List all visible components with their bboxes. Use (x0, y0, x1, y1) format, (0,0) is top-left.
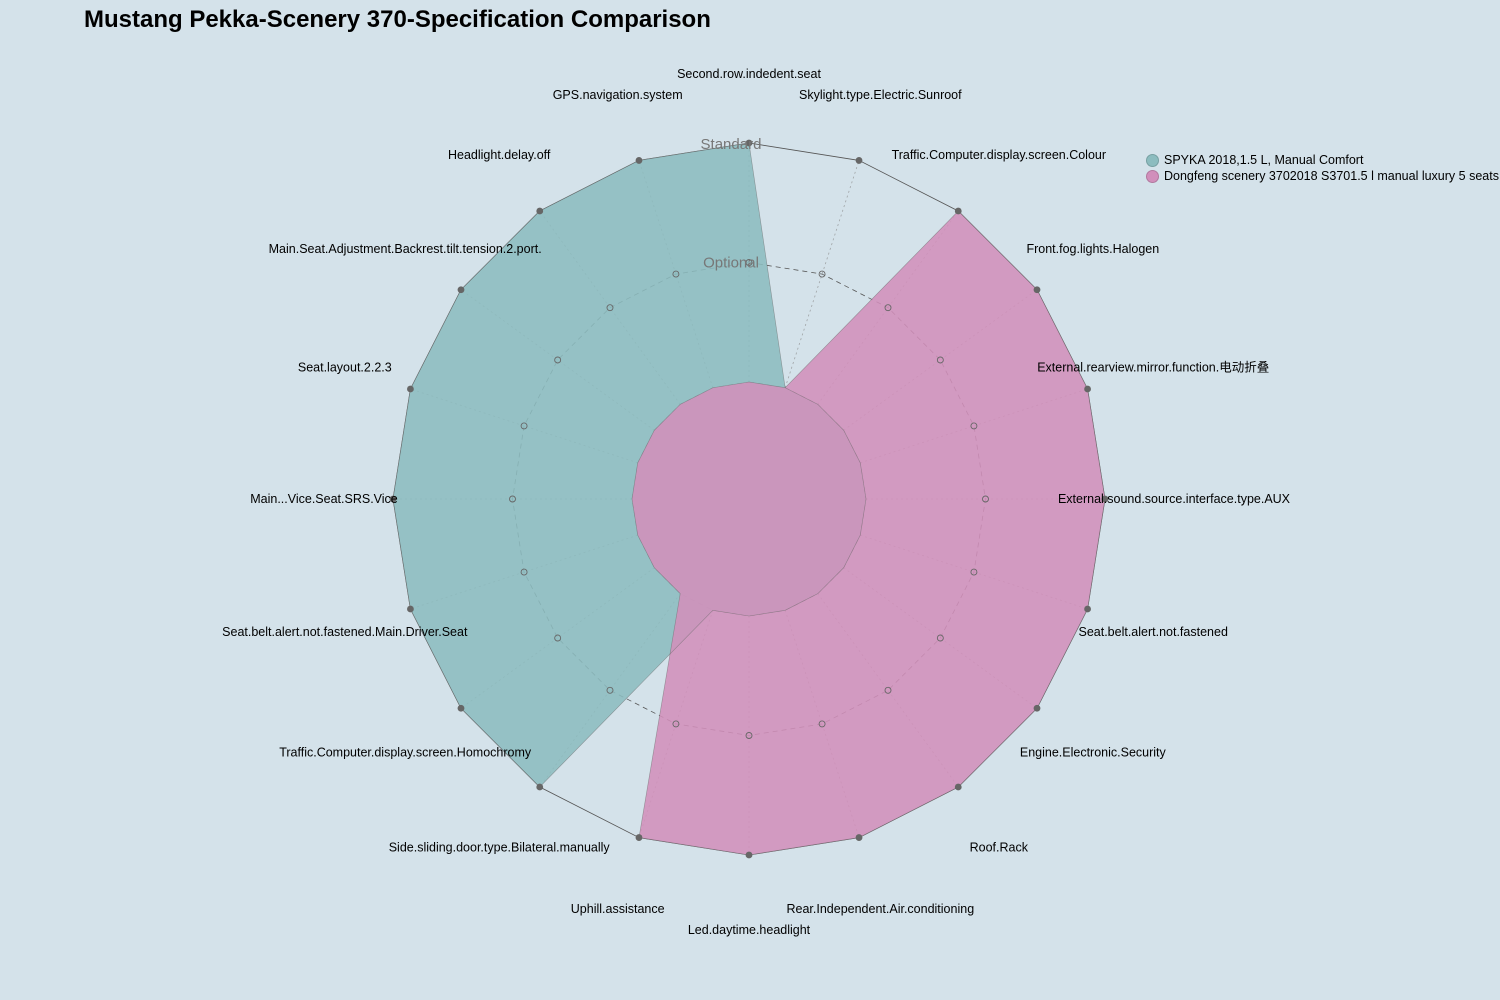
axis-label: Roof.Rack (970, 841, 1029, 855)
level-marker-mid (884, 686, 892, 694)
level-marker-outer (407, 385, 414, 393)
axis-label: Second.row.indedent.seat (677, 67, 821, 81)
axis-label: Main...Vice.Seat.SRS.Vice (250, 492, 398, 506)
legend-item-series-2: Dongfeng scenery 3702018 S3701.5 l manua… (1146, 168, 1499, 184)
chart-title: Mustang Pekka-Scenery 370-Specification … (84, 6, 711, 33)
axis-label: Front.fog.lights.Halogen (1026, 242, 1159, 256)
level-marker-mid (936, 634, 944, 642)
level-marker-outer (745, 851, 753, 859)
axis-label: External.rearview.mirror.function.电动折叠 (1037, 360, 1269, 375)
level-marker-outer (635, 834, 643, 841)
level-marker-mid (745, 259, 753, 266)
level-marker-mid (818, 270, 826, 278)
level-marker-outer (855, 834, 863, 841)
axis-label: Rear.Independent.Air.conditioning (787, 902, 975, 916)
legend-label-series-2: Dongfeng scenery 3702018 S3701.5 l manua… (1164, 169, 1499, 183)
level-marker-outer (1033, 286, 1041, 294)
level-marker-mid (672, 720, 680, 728)
level-marker-outer (536, 207, 544, 215)
series-area-2 (632, 210, 1105, 856)
level-marker-outer (1084, 605, 1091, 613)
legend-item-series-1: SPYKA 2018,1.5 L, Manual Comfort (1146, 152, 1499, 168)
axis-label: External.sound.source.interface.type.AUX (1058, 492, 1291, 506)
legend-swatch-series-2 (1146, 169, 1159, 183)
level-marker-outer (635, 157, 643, 164)
axis-label: Traffic.Computer.display.screen.Colour (892, 148, 1106, 162)
level-marker-outer (954, 783, 962, 791)
level-marker-outer (389, 495, 397, 503)
level-marker-mid (970, 422, 978, 430)
level-marker-outer (745, 139, 753, 147)
level-marker-mid (520, 422, 528, 430)
level-marker-outer (536, 783, 544, 791)
series-area-1 (393, 143, 866, 788)
level-marker-outer (954, 207, 962, 215)
axis-label: Headlight.delay.off (448, 148, 551, 162)
series-outline-1 (392, 142, 867, 788)
legend-swatch-series-1 (1146, 153, 1159, 167)
level-marker-mid (745, 732, 753, 739)
axis-label: Side.sliding.door.type.Bilateral.manuall… (389, 841, 611, 855)
level-marker-outer (457, 286, 465, 294)
level-marker-mid (818, 720, 826, 728)
level-marker-outer (457, 704, 465, 712)
level-marker-outer (1033, 704, 1041, 712)
level-marker-mid (606, 686, 614, 694)
axis-label: Uphill.assistance (571, 902, 665, 916)
level-marker-mid (936, 356, 944, 364)
level-marker-outer (1084, 385, 1091, 393)
level-marker-outer (407, 605, 414, 613)
axis-label: Seat.belt.alert.not.fastened.Main.Driver… (222, 625, 468, 639)
axis-label: Led.daytime.headlight (688, 923, 811, 937)
axis-label: Seat.belt.alert.not.fastened (1078, 625, 1227, 639)
axis-label: Engine.Electronic.Security (1020, 745, 1167, 759)
level-marker-mid (884, 304, 892, 312)
legend: SPYKA 2018,1.5 L, Manual Comfort Dongfen… (1146, 152, 1499, 184)
axis-label: Main.Seat.Adjustment.Backrest.tilt.tensi… (269, 242, 542, 256)
level-marker-mid (554, 356, 562, 364)
level-marker-mid (606, 304, 614, 312)
level-marker-outer (1101, 495, 1109, 503)
level-marker-mid (509, 495, 516, 503)
level-marker-mid (970, 568, 978, 576)
axis-label: Seat.layout.2.2.3 (298, 361, 392, 375)
level-marker-outer (855, 157, 863, 164)
level-label-standard: Standard (701, 136, 762, 153)
level-marker-mid (554, 634, 562, 642)
level-marker-mid (672, 270, 680, 278)
axis-label: Skylight.type.Electric.Sunroof (799, 88, 962, 102)
legend-label-series-1: SPYKA 2018,1.5 L, Manual Comfort (1164, 153, 1364, 167)
level-marker-mid (520, 568, 528, 576)
level-marker-mid (982, 495, 989, 503)
level-label-optional: Optional (703, 255, 759, 272)
axis-label: GPS.navigation.system (553, 88, 683, 102)
axis-label: Traffic.Computer.display.screen.Homochro… (279, 745, 532, 759)
